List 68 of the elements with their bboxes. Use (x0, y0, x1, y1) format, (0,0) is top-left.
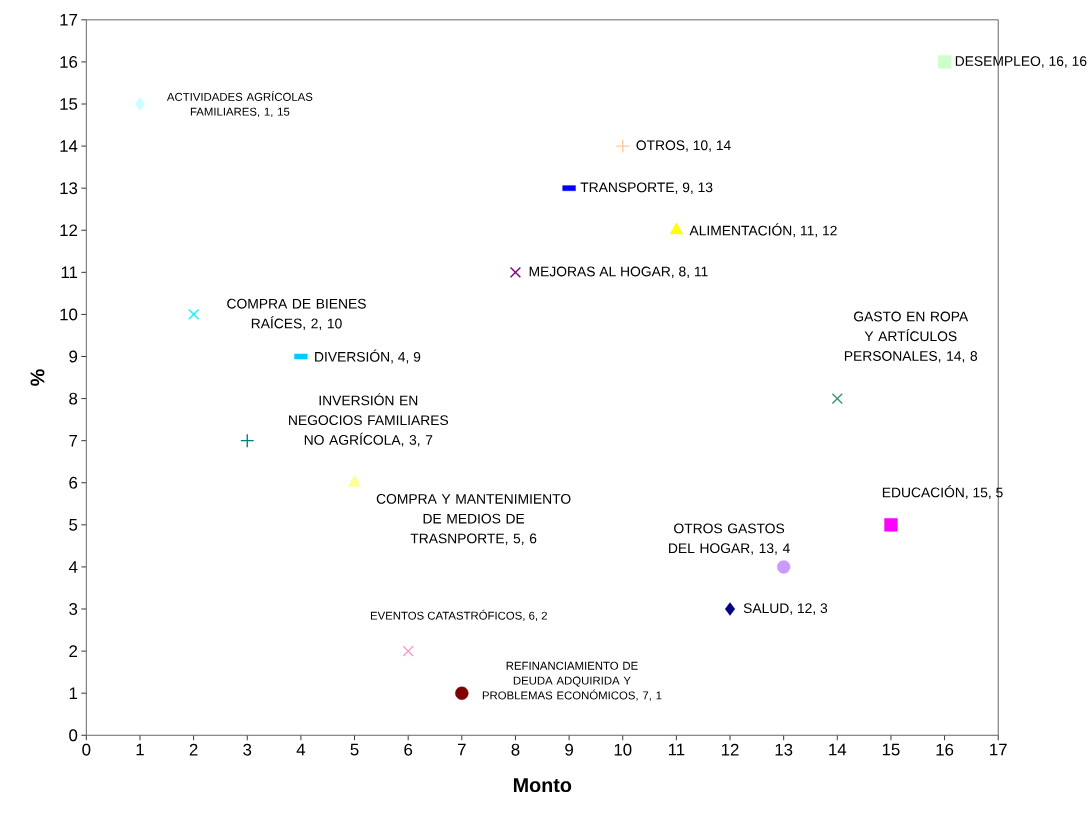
point (724, 602, 736, 616)
y-tick-label: 4 (68, 561, 78, 573)
y-tick-label: 6 (69, 476, 78, 489)
x-tick-label: 8 (511, 743, 520, 756)
point (455, 686, 469, 700)
annotation: DIVERSIÓN, 4, 9 (315, 349, 421, 364)
annotation: ACTIVIDADES AGRÍCOLAS FAMILIARES, 1, 15 (166, 91, 313, 118)
x-tick-label: 13 (775, 743, 793, 756)
y-tick-label: 13 (60, 182, 78, 195)
y-tick-label: 3 (69, 603, 78, 616)
point (188, 308, 200, 321)
x-tick-label: 7 (458, 743, 466, 756)
x-tick-label: 1 (136, 743, 144, 756)
x-tick-label: 2 (189, 743, 198, 756)
x-tick-label: 5 (350, 743, 359, 756)
point (615, 139, 630, 154)
annotation: MEJORAS AL HOGAR, 8, 11 (529, 266, 708, 279)
point (777, 560, 791, 574)
x-axis-title: Monto (513, 778, 572, 793)
annotation: DESEMPLEO, 16, 16 (955, 56, 1087, 68)
point (402, 645, 414, 657)
annotation: COMPRA DE BIENES RAÍCES, 2, 10 (227, 298, 366, 331)
annotation: TRANSPORTE, 9, 13 (580, 182, 713, 195)
x-tick-label: 9 (565, 743, 573, 756)
x-tick-label: 10 (614, 743, 632, 756)
y-tick-label: 15 (60, 98, 78, 111)
annotation: ALIMENTACIÓN, 11, 12 (689, 223, 837, 238)
point (509, 266, 522, 279)
annotation: OTROS GASTOS DEL HOGAR, 13, 4 (669, 523, 790, 555)
point (937, 55, 952, 69)
annotation: EVENTOS CATASTRÓFICOS, 6, 2 (370, 609, 547, 622)
y-tick-label: 12 (60, 224, 78, 237)
annotation: EDUCACIÓN, 15, 5 (882, 485, 1003, 500)
x-tick-label: 14 (829, 743, 847, 756)
y-tick-label: 1 (69, 687, 78, 700)
x-tick-label: 15 (882, 743, 900, 756)
y-tick-label: 10 (60, 308, 78, 321)
y-tick-label: 2 (69, 645, 78, 658)
y-tick-label: 16 (60, 56, 78, 69)
annotation: GASTO EN ROPA Y ARTÍCULOS PERSONALES, 14, 8 (844, 311, 978, 363)
point (347, 475, 362, 487)
x-tick-label: 0 (82, 743, 91, 756)
y-tick-label: 7 (69, 435, 78, 447)
y-tick-label: 11 (61, 266, 78, 279)
x-tick-label: 4 (296, 743, 306, 756)
x-tick-label: 17 (990, 743, 1007, 756)
annotation: COMPRA Y MANTENIMIENTO DE MEDIOS DE TRASNPORTE, 5, 6 (376, 494, 571, 546)
annotation: REFINANCIAMIENTO DE DEUDA ADQUIRIDA Y PROBLEMAS ECONÓMICOS, 7, 1 (482, 661, 662, 701)
y-tick-label: 0 (69, 729, 78, 742)
y-tick-label: 8 (69, 392, 78, 405)
point (884, 518, 898, 532)
x-tick-label: 3 (243, 743, 252, 756)
y-tick-label: 14 (60, 140, 78, 153)
x-tick-label: 12 (721, 743, 739, 756)
point (134, 97, 146, 111)
x-tick-label: 16 (936, 743, 954, 756)
x-tick-label: 11 (668, 743, 685, 756)
x-tick-label: 6 (404, 743, 413, 756)
annotation: SALUD, 12, 3 (743, 603, 828, 615)
point (831, 393, 843, 405)
y-axis-title: % (30, 369, 45, 387)
annotation: INVERSIÓN EN NEGOCIOS FAMILIARES NO AGRÍCOLA, 3, 7 (289, 393, 449, 447)
point (240, 433, 255, 448)
point (669, 222, 684, 235)
y-tick-label: 9 (69, 350, 78, 363)
y-tick-label: 17 (60, 14, 78, 26)
annotation: OTROS, 10, 14 (636, 140, 731, 152)
y-tick-label: 5 (69, 519, 78, 531)
